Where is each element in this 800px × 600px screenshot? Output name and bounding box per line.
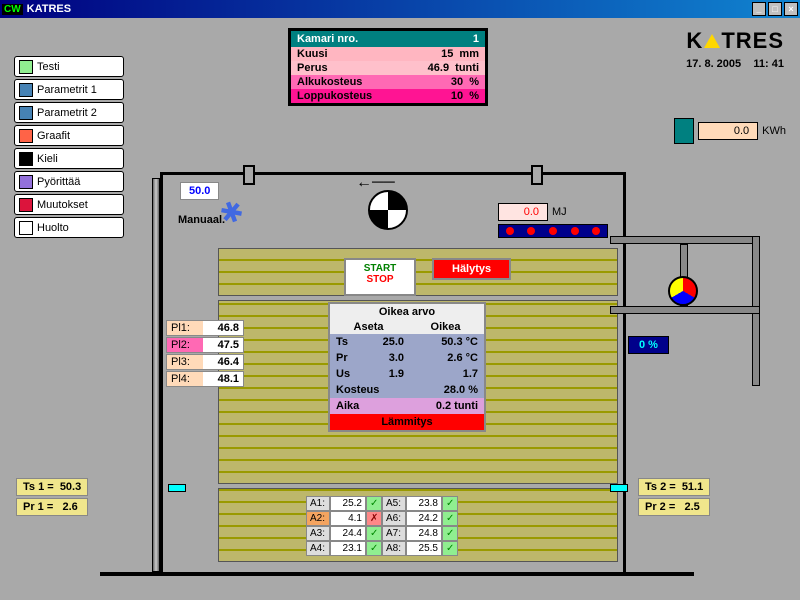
ts-left-readout: Ts 1 = 50.3 Pr 1 = 2.6 — [16, 478, 88, 518]
piping: 0 % — [628, 236, 788, 396]
sidebar-item-2[interactable]: Parametrit 2 — [14, 102, 124, 123]
meter-icon — [674, 118, 694, 144]
fan-icon — [368, 190, 408, 230]
sidebar-item-5[interactable]: Pyörittää — [14, 171, 124, 192]
app-icon: CW — [2, 4, 23, 15]
logo: KTRES — [686, 28, 784, 54]
sidebar-item-7[interactable]: Huolto — [14, 217, 124, 238]
sensor-box — [610, 484, 628, 492]
close-button[interactable]: × — [784, 2, 798, 16]
sidebar-item-4[interactable]: Kieli — [14, 148, 124, 169]
heater-indicator — [498, 224, 608, 238]
pl-readings: Pl1:46.8Pl2:47.5Pl3:46.4Pl4:48.1 — [166, 320, 244, 388]
titlebar: CW KATRES _ □ × — [0, 0, 800, 18]
door-left — [152, 178, 160, 572]
sidebar-item-3[interactable]: Graafit — [14, 125, 124, 146]
manual-label: Manuaal. — [178, 214, 225, 226]
app-title: KATRES — [27, 3, 71, 15]
valve-percent: 0 % — [628, 336, 669, 354]
actual-values-panel: Oikea arvo AsetaOikea Ts25.050.3 °CPr3.0… — [328, 302, 486, 432]
chamber-info: Kamari nro.1 Kuusi15 mmPerus46.9 tuntiAl… — [288, 28, 488, 106]
humidity-setpoint[interactable]: 50.0 — [180, 182, 219, 200]
sensor-box — [168, 484, 186, 492]
wood-stack — [218, 248, 618, 296]
energy-kwh: 0.0 KWh — [674, 118, 786, 144]
sidebar-item-6[interactable]: Muutokset — [14, 194, 124, 215]
temp-sensors: A1:25.2✓A2:4.1✗A3:24.4✓A4:23.1✓A5:23.8✓A… — [306, 496, 458, 556]
ts-right-readout: Ts 2 = 51.1 Pr 2 = 2.5 — [638, 478, 710, 518]
floor-line — [100, 572, 694, 576]
sidebar-item-0[interactable]: Testi — [14, 56, 124, 77]
vent-left — [243, 165, 255, 185]
sidebar: TestiParametrit 1Parametrit 2GraafitKiel… — [14, 56, 124, 240]
start-stop-button[interactable]: STARTSTOP — [344, 258, 416, 296]
energy-mj: 0.0 MJ — [498, 203, 567, 221]
sidebar-item-1[interactable]: Parametrit 1 — [14, 79, 124, 100]
datetime: 17. 8. 2005 11: 41 — [686, 58, 784, 70]
vent-right — [531, 165, 543, 185]
minimize-button[interactable]: _ — [752, 2, 766, 16]
pump-icon — [668, 276, 698, 306]
alarm-button[interactable]: Hälytys — [432, 258, 511, 280]
maximize-button[interactable]: □ — [768, 2, 782, 16]
